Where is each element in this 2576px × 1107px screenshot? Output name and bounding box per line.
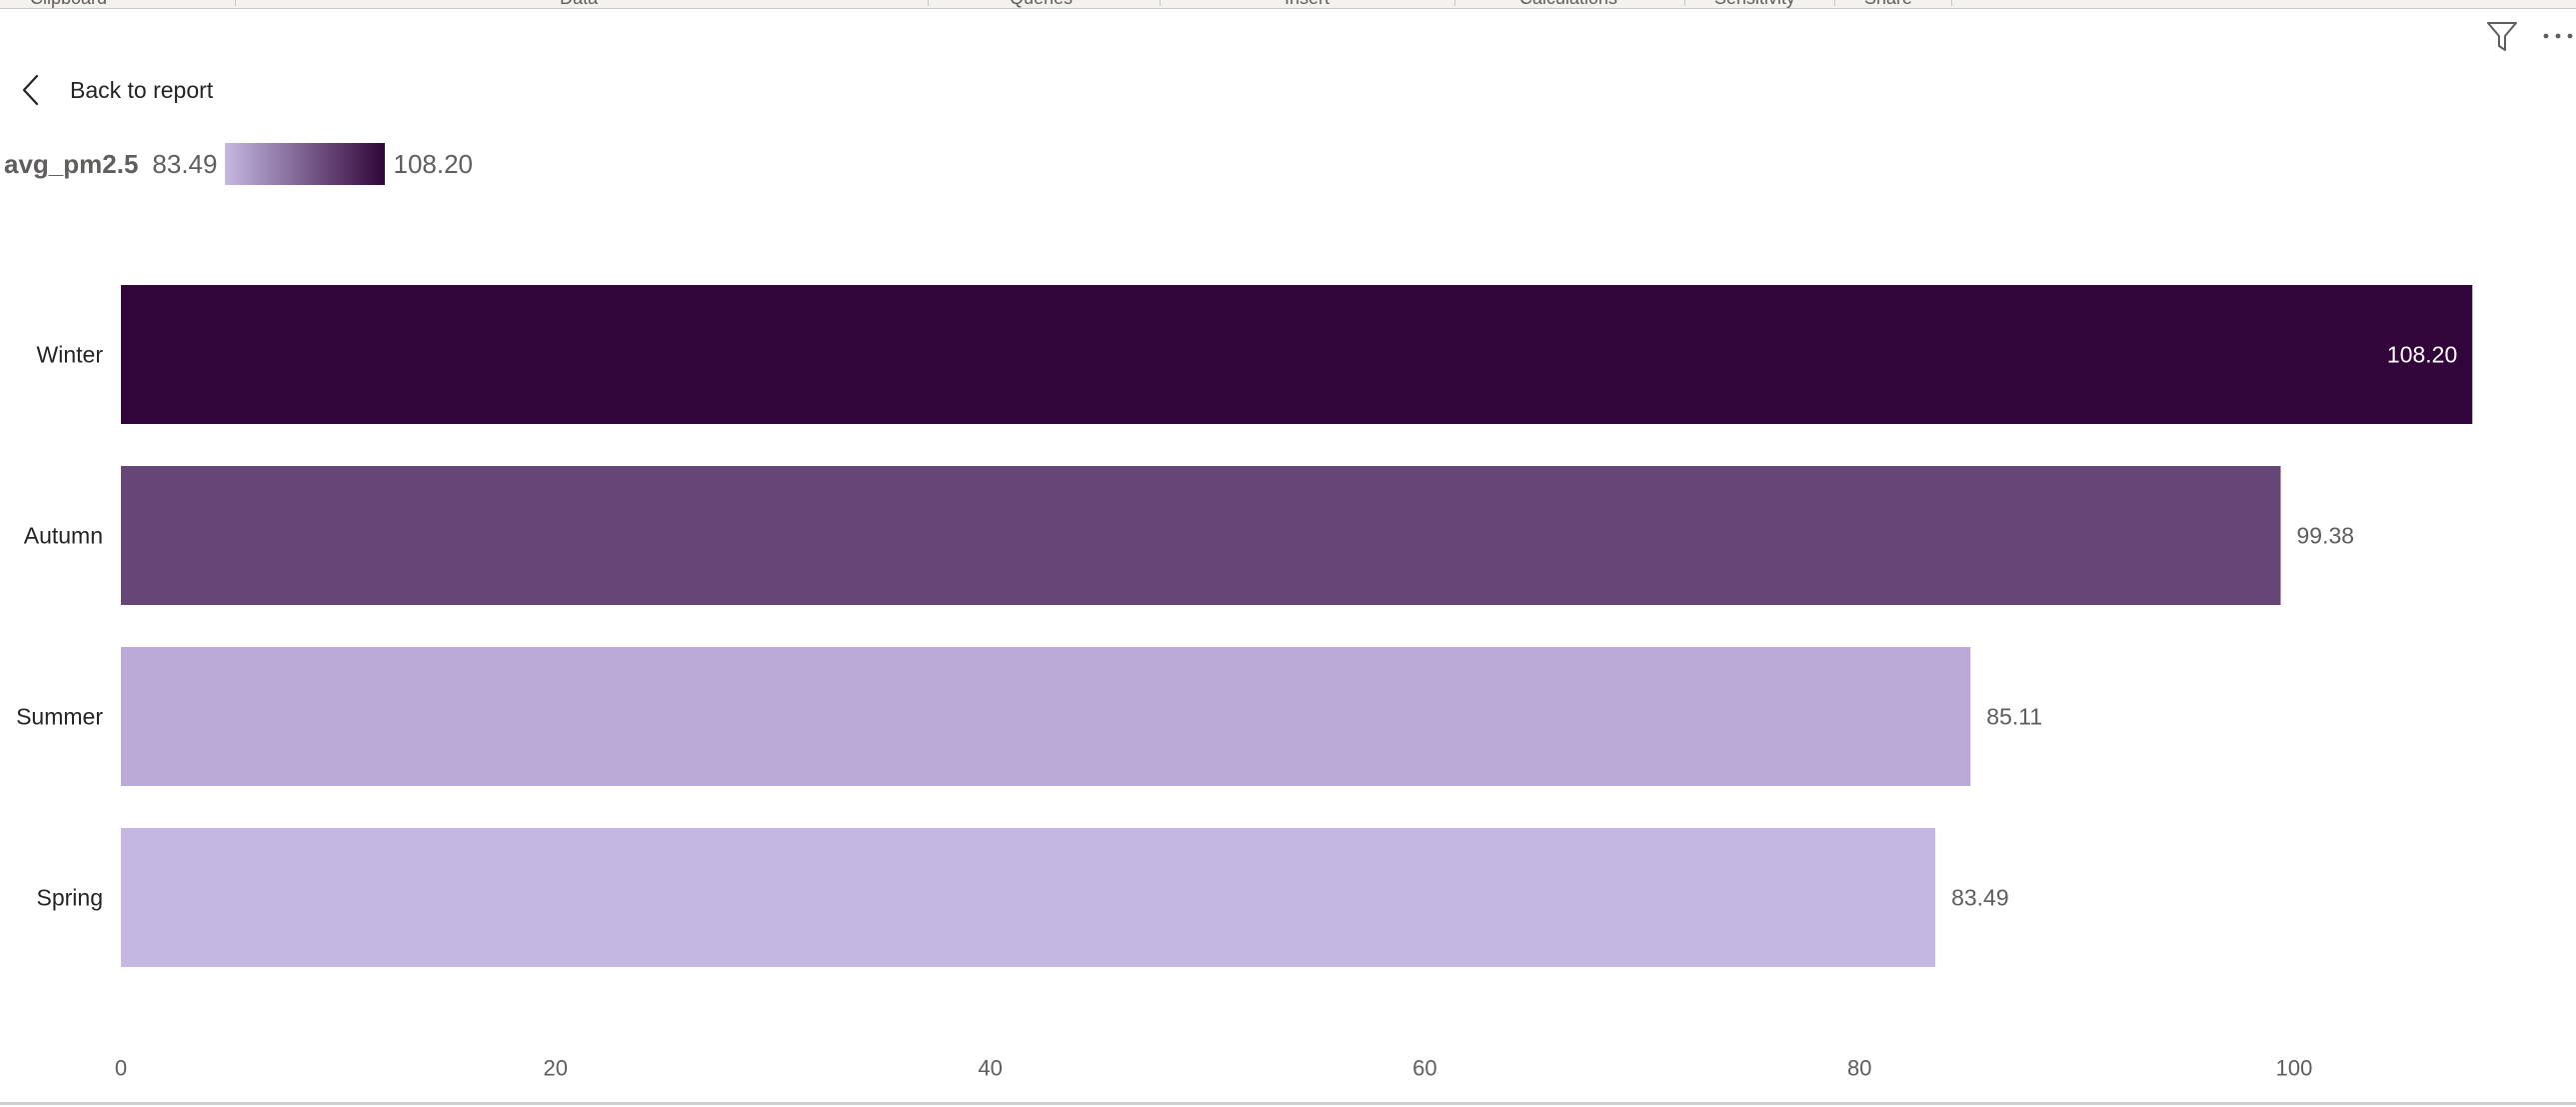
ribbon-separator bbox=[1684, 0, 1685, 6]
x-axis-tick-label: 20 bbox=[544, 1056, 568, 1081]
ribbon-separator bbox=[1951, 0, 1952, 6]
category-label: Autumn bbox=[24, 523, 103, 549]
ribbon-separator bbox=[1454, 0, 1455, 6]
ribbon-strip: Clipboard Data Queries Insert Calculations Se… bbox=[0, 0, 2576, 9]
ribbon-group-label: Queries bbox=[1010, 0, 1073, 8]
bar-spring[interactable] bbox=[121, 828, 1936, 967]
filter-icon[interactable] bbox=[2485, 19, 2519, 53]
data-label: 85.11 bbox=[1986, 704, 2042, 730]
ribbon-group-label: Insert bbox=[1285, 0, 1329, 8]
category-label: Winter bbox=[37, 342, 104, 368]
back-to-report-button[interactable]: Back to report bbox=[20, 66, 213, 114]
ribbon-group-label: Data bbox=[560, 0, 598, 8]
bar-autumn[interactable] bbox=[121, 466, 2281, 605]
x-axis-tick-label: 100 bbox=[2276, 1056, 2313, 1081]
bottom-border bbox=[0, 1102, 2576, 1105]
ribbon-separator bbox=[1834, 0, 1835, 6]
category-label: Spring bbox=[37, 885, 103, 911]
legend-field-name: avg_pm2.5 bbox=[4, 148, 139, 179]
x-axis-tick-label: 40 bbox=[978, 1056, 1002, 1081]
category-label: Summer bbox=[16, 704, 103, 730]
legend-gradient-bar bbox=[225, 143, 386, 185]
color-legend: avg_pm2.5 83.49 108.20 bbox=[4, 142, 473, 186]
chevron-left-icon bbox=[20, 73, 40, 107]
data-label: 108.20 bbox=[2387, 342, 2457, 368]
ribbon-separator bbox=[1160, 0, 1161, 6]
legend-min-value: 83.49 bbox=[152, 148, 218, 179]
bar-winter[interactable] bbox=[121, 285, 2473, 424]
more-options-icon[interactable] bbox=[2541, 19, 2576, 53]
x-axis-tick-label: 0 bbox=[115, 1056, 127, 1081]
ribbon-group-label: Calculations bbox=[1519, 0, 1617, 8]
ribbon-group-label: Clipboard bbox=[30, 0, 107, 8]
data-label: 99.38 bbox=[2297, 523, 2355, 549]
legend-max-value: 108.20 bbox=[393, 148, 474, 179]
ribbon-separator bbox=[235, 0, 236, 6]
x-axis-tick-label: 60 bbox=[1412, 1056, 1436, 1081]
ribbon-separator bbox=[928, 0, 929, 6]
ribbon-group-label: Sensitivity bbox=[1714, 0, 1795, 8]
bar-summer[interactable] bbox=[121, 647, 1971, 786]
back-to-report-label: Back to report bbox=[70, 76, 214, 103]
data-label: 83.49 bbox=[1951, 885, 2009, 911]
ribbon-group-label: Share bbox=[1864, 0, 1912, 8]
x-axis-tick-label: 80 bbox=[1847, 1056, 1871, 1081]
